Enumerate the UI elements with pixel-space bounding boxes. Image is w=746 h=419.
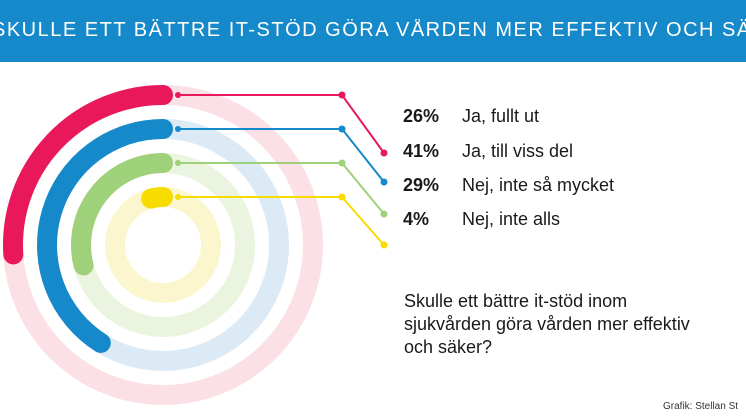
value-arc-ja-fullt-ut: [3, 85, 173, 265]
chart-title: SKULLE ETT BÄTTRE IT-STÖD GÖRA VÅRDEN ME…: [0, 19, 746, 41]
legend-label: Ja, till viss del: [462, 141, 574, 161]
connector-dot: [338, 91, 346, 99]
connector-dot: [175, 92, 181, 98]
graphic-credit: Grafik: Stellan St: [663, 401, 739, 412]
header-bar: SKULLE ETT BÄTTRE IT-STÖD GÖRA VÅRDEN ME…: [0, 0, 746, 62]
legend-label: Nej, inte alls: [462, 209, 561, 229]
legend-percent: 41%: [403, 141, 440, 161]
legend-label: Nej, inte så mycket: [462, 175, 615, 195]
connector-dot: [175, 126, 181, 132]
connector-dot: [338, 125, 346, 133]
legend-percent: 29%: [403, 175, 440, 195]
connector-dot: [380, 178, 388, 186]
value-arc-ja-till-viss-del: [37, 119, 173, 353]
value-arc-nej-inte-alls: [141, 187, 173, 209]
connector-dot: [380, 149, 388, 157]
legend-percent: 26%: [403, 106, 440, 126]
connector-dot: [380, 210, 388, 218]
legend-percent: 4%: [403, 209, 430, 229]
connector-dot: [175, 194, 181, 200]
radial-bar-chart: [3, 85, 388, 405]
value-arc-nej-inte-s-mycket: [71, 153, 173, 276]
legend-label: Ja, fullt ut: [462, 106, 540, 126]
connector-dot: [175, 160, 181, 166]
track-ring-nej-inte-alls: [105, 187, 221, 303]
connector-dot: [338, 159, 346, 167]
survey-question: Skulle ett bättre it-stöd inom sjukvårde…: [404, 291, 690, 357]
connector-dot: [338, 193, 346, 201]
connector-dot: [380, 241, 388, 249]
